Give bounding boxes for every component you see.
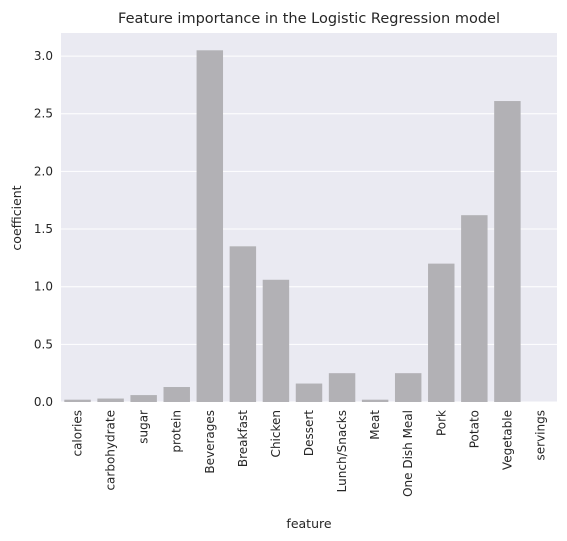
x-tick-label: calories — [71, 410, 85, 457]
y-tick-label: 0.0 — [34, 395, 53, 409]
x-tick-label: protein — [170, 410, 184, 453]
bar — [328, 373, 356, 402]
x-tick-label: Chicken — [269, 410, 283, 457]
y-tick-label: 2.0 — [34, 164, 53, 178]
x-tick-label: Beverages — [203, 410, 217, 474]
bar — [130, 395, 157, 402]
bar — [262, 279, 290, 402]
x-axis-label: feature — [286, 516, 331, 531]
x-tick-label: Dessert — [302, 410, 316, 456]
x-tick-label: servings — [533, 410, 547, 460]
x-tick-label: carbohydrate — [104, 410, 118, 491]
bar — [428, 263, 455, 402]
x-tick-label: Lunch/Snacks — [335, 410, 349, 492]
x-tick-label: Breakfast — [236, 410, 250, 467]
y-tick-label: 3.0 — [34, 49, 53, 63]
y-axis-label: coefficient — [9, 185, 24, 250]
y-tick-labels: 0.0 0.5 1.0 1.5 2.0 2.5 3.0 — [34, 49, 53, 409]
bar — [229, 246, 257, 402]
x-tick-label: Vegetable — [500, 410, 514, 470]
bar — [295, 383, 323, 402]
x-tick-label: Pork — [434, 410, 448, 436]
bars — [64, 50, 521, 403]
bar — [64, 399, 91, 402]
chart-title: Feature importance in the Logistic Regre… — [118, 11, 500, 27]
x-tick-labels: calories carbohydrate sugar protein Beverage… — [71, 410, 548, 497]
y-tick-label: 2.5 — [34, 107, 53, 121]
x-tick-label: Potato — [467, 410, 481, 448]
bar — [461, 215, 488, 402]
bar — [494, 101, 521, 403]
y-tick-label: 0.5 — [34, 337, 53, 351]
bar — [361, 399, 389, 402]
bar — [97, 398, 124, 402]
bar — [196, 50, 224, 402]
bar — [394, 373, 422, 402]
x-tick-label: sugar — [137, 410, 151, 444]
bar — [163, 387, 190, 402]
y-tick-label: 1.5 — [34, 222, 53, 236]
x-tick-label: One Dish Meal — [401, 410, 415, 497]
x-tick-label: Meat — [368, 410, 382, 440]
y-tick-label: 1.0 — [34, 280, 53, 294]
